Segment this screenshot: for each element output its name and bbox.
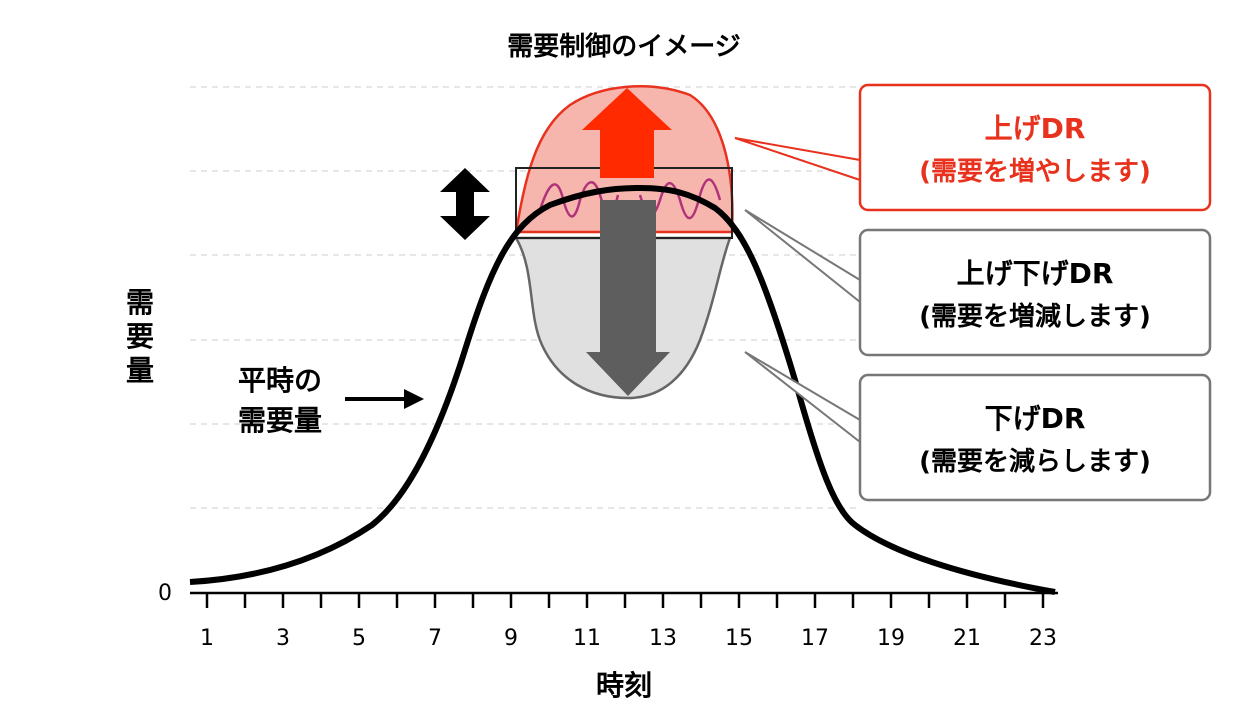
x-axis-ticks — [205, 593, 1045, 608]
callout-subtitle: (需要を増やします) — [919, 157, 1151, 187]
baseline-label-line1: 平時の — [238, 364, 322, 397]
callout-subtitle: (需要を減らします) — [919, 447, 1151, 477]
callout-up-down-dr: 上げ下げDR (需要を増減します) — [744, 209, 1212, 357]
y-axis-label-char: 量 — [126, 354, 154, 387]
callout-box — [858, 373, 1212, 502]
x-tick-label: 5 — [352, 626, 366, 651]
y-axis-label-char: 需 — [126, 286, 154, 319]
x-tick-label: 19 — [877, 626, 905, 651]
x-tick-label: 13 — [649, 626, 677, 651]
callout-title: 上げ下げDR — [957, 257, 1114, 290]
x-tick-label: 21 — [953, 626, 981, 651]
callout-subtitle: (需要を増減します) — [919, 302, 1151, 332]
x-axis-label: 時刻 — [596, 669, 652, 702]
double-arrow-icon — [440, 168, 490, 240]
x-tick-label: 3 — [276, 626, 290, 651]
down-dr-arrow — [586, 200, 670, 396]
x-axis-tick-labels: 1 3 5 7 9 11 13 15 17 19 21 23 — [200, 626, 1057, 651]
callout-box — [858, 228, 1212, 357]
x-tick-label: 11 — [573, 626, 601, 651]
baseline-label-line2: 需要量 — [238, 404, 322, 437]
x-tick-label: 17 — [801, 626, 829, 651]
callout-down-dr: 下げDR (需要を減らします) — [744, 351, 1212, 502]
callout-title: 上げDR — [985, 112, 1086, 145]
x-tick-label: 15 — [725, 626, 753, 651]
y-axis-label-char: 要 — [126, 320, 154, 353]
callout-pointer — [734, 137, 861, 181]
baseline-demand-curve — [189, 184, 1056, 595]
gridlines — [190, 86, 860, 509]
baseline-pointer-arrow — [345, 389, 424, 409]
callout-up-dr: 上げDR (需要を増やします) — [734, 83, 1212, 212]
x-tick-label: 1 — [200, 626, 214, 651]
diagram-title: 需要制御のイメージ — [507, 31, 740, 62]
callout-title: 下げDR — [985, 402, 1086, 435]
x-tick-label: 9 — [504, 626, 518, 651]
x-tick-label: 7 — [428, 626, 442, 651]
callout-pointer — [744, 209, 861, 303]
x-axis: 1 3 5 7 9 11 13 15 17 19 21 23 — [190, 591, 1058, 651]
callout-pointer — [744, 351, 861, 443]
x-tick-label: 23 — [1029, 626, 1057, 651]
callout-box — [858, 83, 1212, 212]
y-zero-label: 0 — [158, 581, 172, 606]
y-axis-label: 需 要 量 — [126, 286, 154, 387]
up-dr-arrow — [582, 88, 672, 178]
